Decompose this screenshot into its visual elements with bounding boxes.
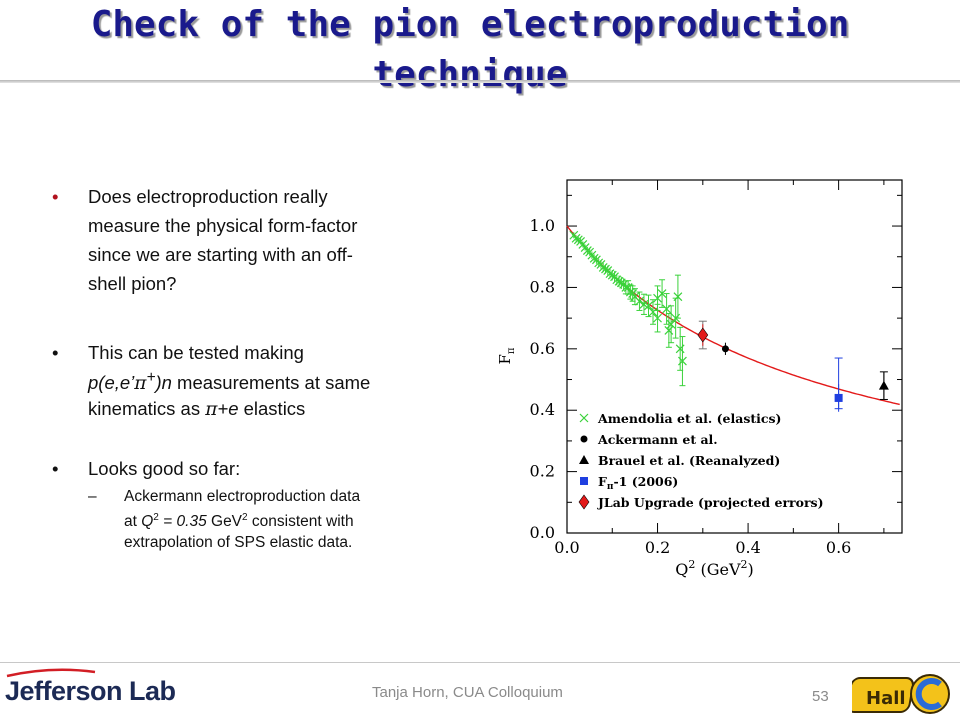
bullet-text-line: measure the physical form-factor: [88, 215, 358, 236]
jefferson-lab-logo: Jefferson Lab: [5, 676, 176, 706]
reaction-b: )n: [155, 372, 172, 394]
sub-text-line: extrapolation of SPS elastic data.: [124, 534, 353, 552]
series-2: [878, 371, 889, 400]
data-point: [721, 345, 729, 353]
gev-unit: GeV: [206, 513, 243, 531]
data-point: [653, 313, 662, 323]
bullet-text-line: Looks good so far:: [88, 458, 241, 479]
kin-a: kinematics as: [88, 398, 206, 420]
legend-marker: [578, 494, 590, 510]
plot-area: 0.0 0.2 0.4 0.6 0.0 0.2 0.4 0.6 0.8 1.0 Q2 (GeV2) F…: [496, 179, 903, 579]
slide-title: Check of the pion electroproduction tech…: [0, 0, 940, 100]
data-point: [673, 292, 683, 302]
kin-c: elastics: [238, 398, 306, 420]
footer-divider: [0, 662, 960, 663]
legend-label: JLab Upgrade (projected errors): [597, 495, 824, 510]
gev-sup: 2: [242, 512, 248, 523]
data-point: [678, 356, 687, 366]
y-tick-label: 0.0: [530, 523, 555, 542]
legend-marker: [579, 413, 589, 423]
kin-b: +e: [217, 398, 239, 420]
jlab-swoosh: [6, 668, 96, 678]
y-tick-label: 0.2: [530, 462, 555, 481]
bullet-looks-good: • Looks good so far:: [52, 454, 240, 483]
title-divider: [0, 80, 960, 83]
sub-consistent: consistent with: [247, 513, 354, 531]
plus-sup: +: [146, 369, 156, 386]
bullet-text-line: p(e,e’π+)n measurements at same: [88, 365, 370, 396]
bullet-text-line: This can be tested making: [88, 342, 304, 363]
y-tick-label: 0.4: [530, 400, 555, 419]
legend-marker: [579, 455, 589, 464]
x-tick-label: 0.0: [554, 538, 579, 557]
sub-bullet-ackermann: – Ackermann electroproduction data at Q2…: [88, 486, 504, 553]
plot-frame: [566, 179, 903, 534]
pi-symbol: π: [134, 373, 147, 395]
y-tick-label: 0.6: [530, 339, 555, 358]
q-sup: 2: [153, 512, 159, 523]
y-tick-label: 1.0: [530, 216, 555, 235]
x-tick-label: 0.2: [645, 538, 670, 557]
series-1: [721, 342, 729, 355]
series-3: [834, 384, 843, 412]
bullet-marker: •: [52, 342, 59, 363]
x-tick-label: 0.6: [826, 538, 851, 557]
sub-bullet-marker: –: [88, 488, 97, 505]
title-line-1: Check of the pion electroproduction: [90, 4, 850, 45]
bullet-text-line: shell pion?: [88, 273, 177, 294]
data-point: [657, 289, 667, 298]
data-point: [644, 301, 653, 311]
legend-label: Fπ-1 (2006): [598, 474, 678, 492]
legend-label: Amendolia et al. (elastics): [597, 411, 781, 426]
bullet-text-line: since we are starting with an off-: [88, 244, 353, 265]
x-axis-label: Q2 (GeV2): [675, 558, 754, 579]
legend-marker: [580, 477, 588, 485]
vmd-fit-curve: [566, 225, 900, 406]
bullet-test: • This can be tested making p(e,e’π+)n m…: [52, 340, 370, 422]
q-value: = 0.35: [158, 513, 207, 531]
data-point: [648, 307, 658, 317]
bullet-marker: •: [52, 458, 59, 479]
pi-symbol: π: [205, 399, 218, 421]
bullet-text-line: Does electroproduction really: [88, 186, 328, 207]
hall-c-text: Hall: [866, 688, 906, 709]
y-tick-label: 0.8: [530, 277, 555, 296]
legend-label: Brauel et al. (Reanalyzed): [598, 453, 780, 468]
reaction-a: p(e,e’: [88, 372, 135, 394]
title-line-2: technique: [372, 54, 568, 95]
footer-presenter: Tanja Horn, CUA Colloquium: [372, 684, 563, 701]
bullet-offshell: • Does electroproduction really measure …: [52, 182, 357, 298]
x-tick-label: 0.4: [735, 538, 760, 557]
series-4: [697, 324, 709, 346]
legend-label: Ackermann et al.: [597, 432, 718, 447]
series-0: [569, 230, 687, 387]
sub-text-line: at Q2 = 0.35 GeV2 consistent with: [124, 507, 504, 532]
bullet-marker: •: [52, 186, 59, 207]
sub-text-line: Ackermann electroproduction data: [124, 488, 361, 505]
page-number: 53: [812, 688, 829, 705]
q-symbol: Q: [141, 513, 154, 531]
bullet-text-line: kinematics as π+e elastics: [88, 396, 370, 422]
form-factor-chart: 0.0 0.2 0.4 0.6 0.0 0.2 0.4 0.6 0.8 1.0 Q2 (GeV2) F…: [496, 179, 903, 579]
reaction-c: measurements at same: [171, 372, 371, 394]
data-point: [666, 319, 676, 329]
data-point: [635, 296, 644, 306]
sub-at: at: [124, 513, 142, 531]
data-point: [834, 393, 843, 402]
data-point: [878, 380, 889, 390]
hall-c-logo: Hall: [852, 674, 950, 714]
legend-marker: [580, 435, 588, 443]
data-point: [697, 327, 709, 343]
y-axis-label: Fπ: [496, 347, 517, 364]
